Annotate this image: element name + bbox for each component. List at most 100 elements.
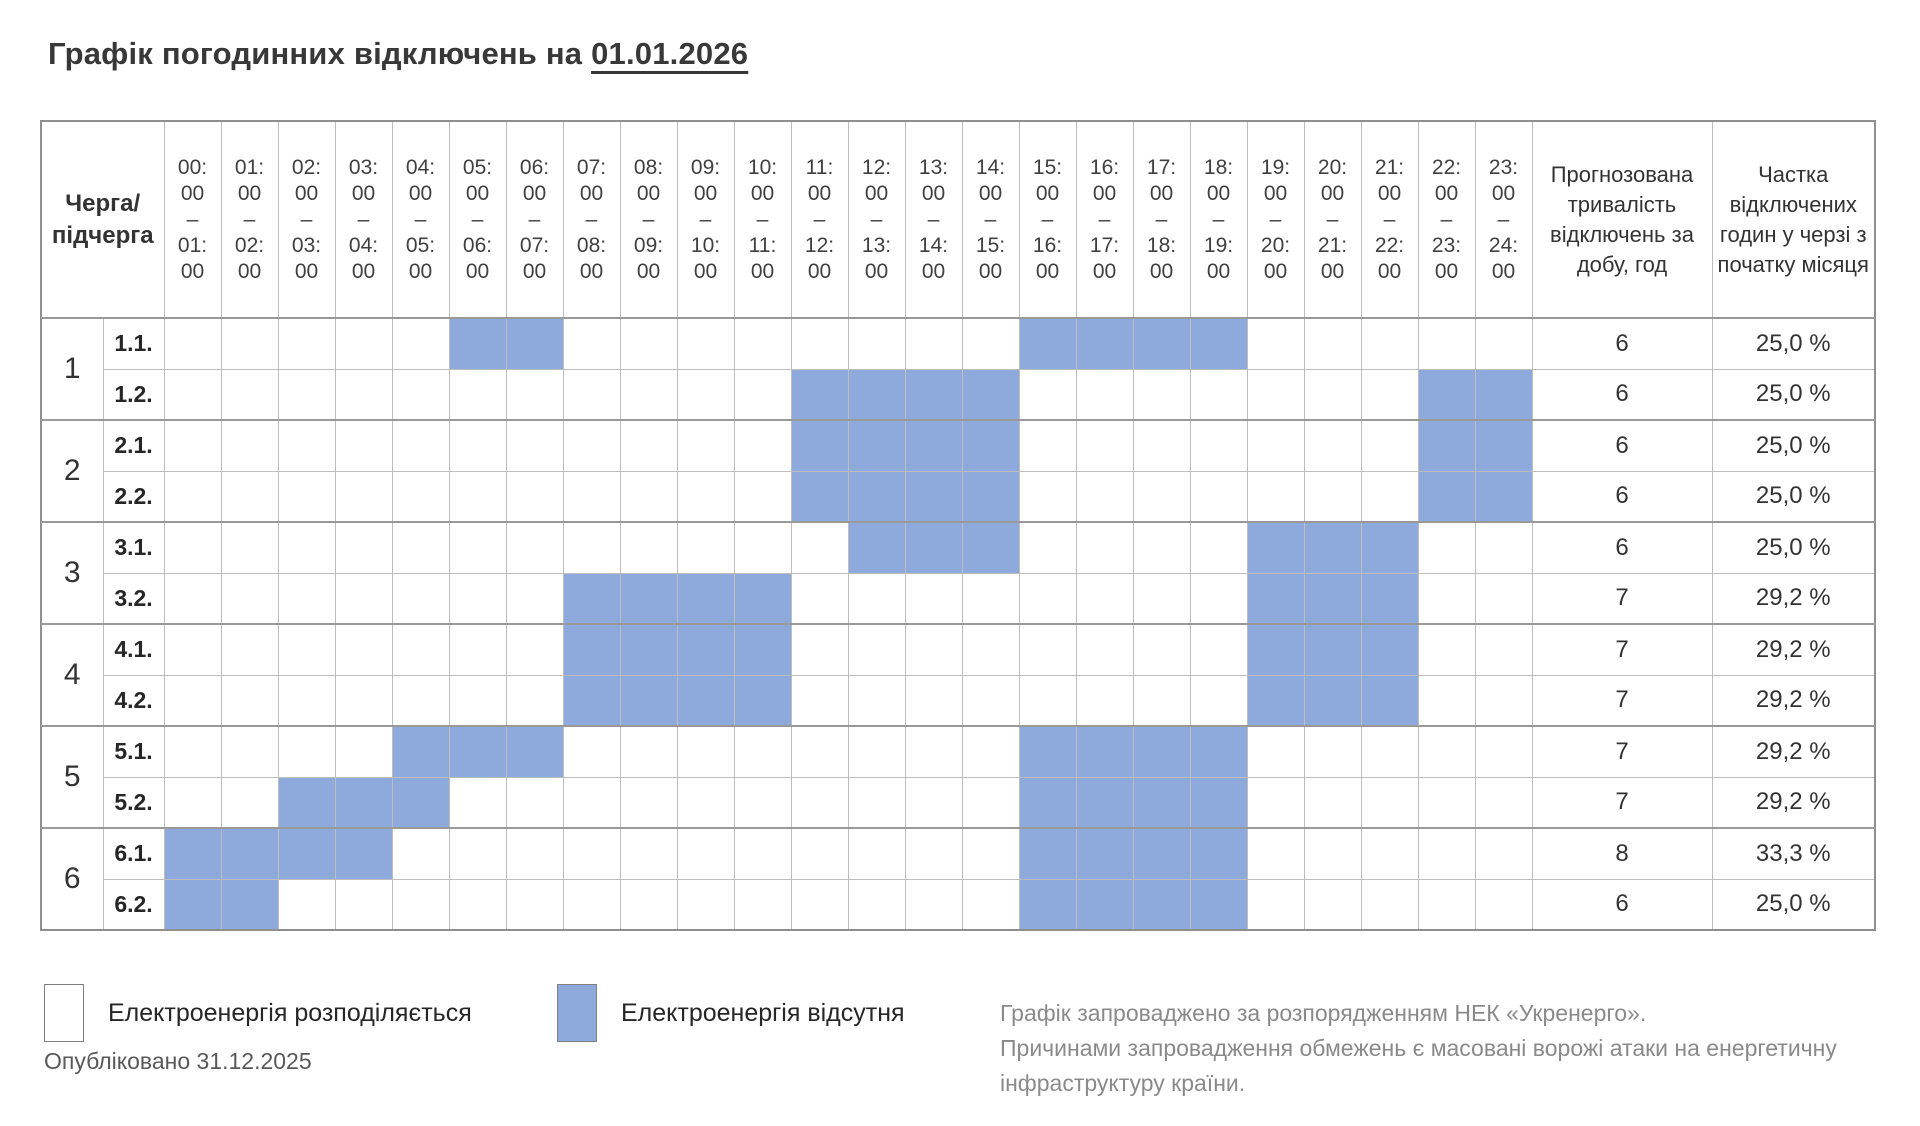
- schedule-cell: [505, 776, 564, 829]
- hour-header: 02: 00–03: 00: [277, 120, 336, 319]
- schedule-cell: [562, 776, 621, 829]
- schedule-cell: [1303, 827, 1362, 880]
- schedule-cell: [961, 725, 1020, 778]
- subqueue-cell: 2.1.: [102, 419, 165, 472]
- schedule-cell: [220, 470, 279, 523]
- schedule-cell: [1417, 776, 1476, 829]
- queue-cell: 6: [40, 827, 104, 931]
- schedule-cell: [847, 776, 906, 829]
- schedule-cell: [1246, 572, 1305, 625]
- legend-item-outage: Електроенергія відсутня: [557, 984, 905, 1042]
- duration-cell: 7: [1531, 776, 1713, 829]
- schedule-cell: [961, 776, 1020, 829]
- queue-cell: 3: [40, 521, 104, 625]
- schedule-cell: [961, 368, 1020, 421]
- schedule-cell: [448, 521, 507, 574]
- schedule-cell: [1360, 521, 1419, 574]
- schedule-row: 2.2. 6 25,0 %: [41, 470, 1876, 523]
- hour-header: 06: 00–07: 00: [505, 120, 564, 319]
- schedule-cell: [676, 470, 735, 523]
- schedule-cell: [1303, 572, 1362, 625]
- share-cell: 25,0 %: [1711, 419, 1876, 472]
- schedule-cell: [1474, 878, 1533, 931]
- schedule-cell: [1360, 725, 1419, 778]
- schedule-cell: [163, 725, 222, 778]
- schedule-cell: [1246, 419, 1305, 472]
- schedule-cell: [505, 572, 564, 625]
- schedule-cell: [790, 674, 849, 727]
- schedule-cell: [1075, 317, 1134, 370]
- schedule-cell: [847, 674, 906, 727]
- subqueue-cell: 5.1.: [102, 725, 165, 778]
- duration-cell: 7: [1531, 572, 1713, 625]
- schedule-cell: [505, 470, 564, 523]
- schedule-cell: [334, 776, 393, 829]
- schedule-cell: [448, 470, 507, 523]
- schedule-cell: [334, 317, 393, 370]
- schedule-cell: [277, 317, 336, 370]
- schedule-cell: [163, 419, 222, 472]
- schedule-cell: [1417, 317, 1476, 370]
- schedule-cell: [1246, 470, 1305, 523]
- schedule-row: 3 3.1. 6 25,0 %: [40, 521, 1876, 625]
- schedule-cell: [1360, 572, 1419, 625]
- schedule-cell: [163, 827, 222, 880]
- schedule-cell: [163, 623, 222, 676]
- schedule-cell: [1417, 470, 1476, 523]
- schedule-cell: [1360, 776, 1419, 829]
- hour-header: 05: 00–06: 00: [448, 120, 507, 319]
- schedule-cell: [1303, 623, 1362, 676]
- share-cell: 25,0 %: [1711, 521, 1876, 574]
- schedule-cell: [790, 623, 849, 676]
- subqueue-cell: 4.1.: [102, 623, 165, 676]
- schedule-cell: [220, 368, 279, 421]
- schedule-cell: [1075, 470, 1134, 523]
- schedule-cell: [1246, 827, 1305, 880]
- schedule-cell: [1303, 725, 1362, 778]
- schedule-cell: [277, 674, 336, 727]
- schedule-cell: [1360, 419, 1419, 472]
- schedule-cell: [847, 725, 906, 778]
- subqueue-cell: 1.2.: [102, 368, 165, 421]
- schedule-row: 4 4.1. 7 29,2 %: [40, 623, 1876, 727]
- schedule-cell: [1417, 623, 1476, 676]
- hour-header: 00: 00–01: 00: [163, 120, 222, 319]
- schedule-cell: [1018, 521, 1077, 574]
- schedule-cell: [334, 674, 393, 727]
- schedule-cell: [619, 521, 678, 574]
- schedule-cell: [619, 419, 678, 472]
- schedule-row: 6 6.1. 8 33,3 %: [40, 827, 1876, 931]
- schedule-cell: [277, 725, 336, 778]
- schedule-cell: [1360, 674, 1419, 727]
- schedule-cell: [448, 878, 507, 931]
- hour-header: 15: 00–16: 00: [1018, 120, 1077, 319]
- schedule-cell: [220, 623, 279, 676]
- schedule-cell: [1246, 623, 1305, 676]
- schedule-cell: [1303, 878, 1362, 931]
- schedule-cell: [1417, 674, 1476, 727]
- schedule-cell: [1075, 368, 1134, 421]
- queue-cell: 2: [40, 419, 104, 523]
- subqueue-cell: 6.2.: [102, 878, 165, 931]
- subqueue-cell: 5.2.: [102, 776, 165, 829]
- share-cell: 25,0 %: [1711, 317, 1876, 370]
- schedule-cell: [676, 572, 735, 625]
- schedule-cell: [847, 521, 906, 574]
- schedule-cell: [391, 572, 450, 625]
- schedule-cell: [676, 521, 735, 574]
- hour-header: 09: 00–10: 00: [676, 120, 735, 319]
- share-header: Частка відключених годин у черзі з почат…: [1711, 120, 1876, 319]
- schedule-cell: [790, 572, 849, 625]
- schedule-cell: [562, 827, 621, 880]
- schedule-cell: [163, 572, 222, 625]
- schedule-cell: [448, 674, 507, 727]
- hour-header: 12: 00–13: 00: [847, 120, 906, 319]
- schedule-cell: [1417, 827, 1476, 880]
- schedule-cell: [562, 470, 621, 523]
- subqueue-cell: 3.1.: [102, 521, 165, 574]
- duration-cell: 6: [1531, 368, 1713, 421]
- hour-header: 13: 00–14: 00: [904, 120, 963, 319]
- schedule-cell: [790, 878, 849, 931]
- hour-header: 17: 00–18: 00: [1132, 120, 1191, 319]
- schedule-cell: [790, 317, 849, 370]
